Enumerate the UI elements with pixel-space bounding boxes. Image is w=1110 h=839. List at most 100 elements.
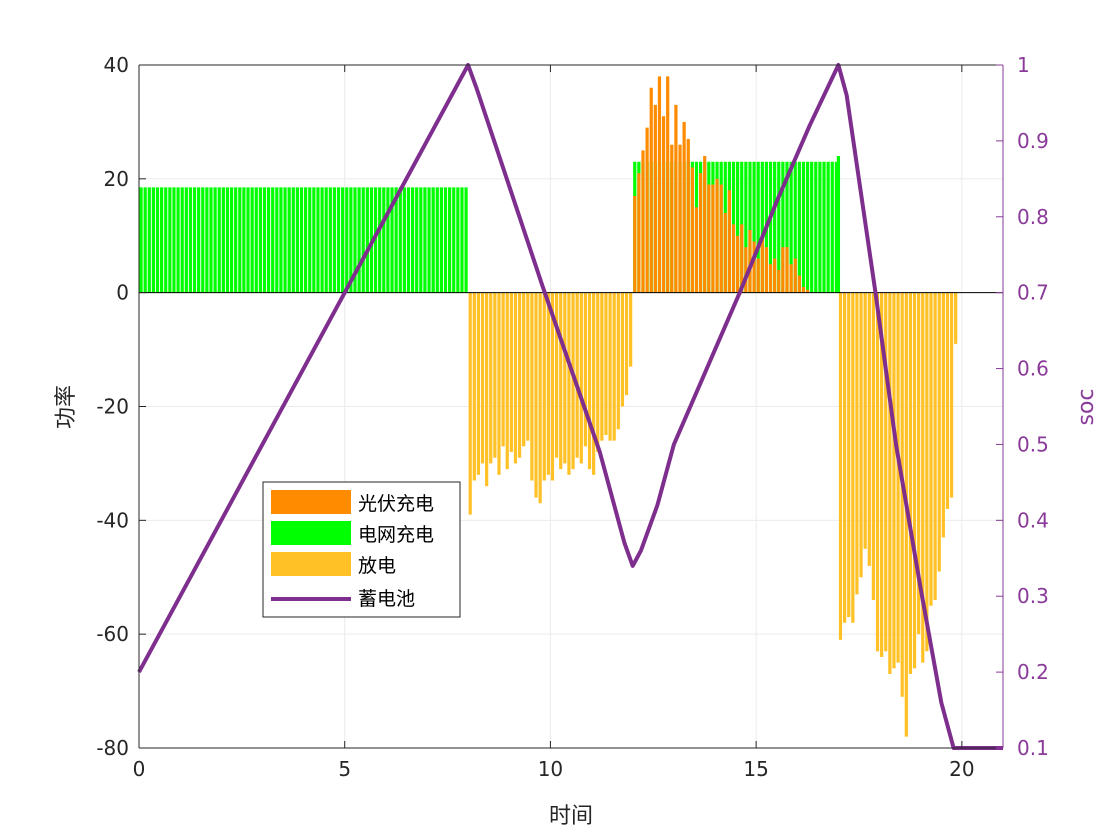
bar-grid-charge [423,187,427,293]
bar-pv-charge [781,247,785,293]
bar-grid-charge [789,161,793,293]
y2-tick-label: 0.9 [1017,129,1049,153]
bar-discharge [550,292,555,481]
bar-discharge [949,292,954,498]
bar-pv-charge [723,212,727,293]
bar-grid-charge [188,187,193,293]
bar-grid-charge [266,187,271,293]
bar-grid-charge [822,161,826,293]
x-tick-label: 0 [133,757,146,781]
bar-discharge [554,292,559,458]
y2-tick-label: 0.2 [1017,660,1049,684]
bar-grid-charge [834,161,838,293]
legend: 光伏充电 电网充电 放电 蓄电池 [262,481,461,618]
bar-discharge [596,292,600,453]
bar-discharge [522,292,526,447]
legend-label-discharge: 放电 [358,555,396,577]
bar-grid-charge [793,161,797,293]
bar-grid-charge [748,161,752,293]
bar-pv-charge [690,167,694,293]
bar-pv-charge [719,184,723,293]
bar-discharge [538,292,542,504]
bar-grid-charge [262,187,267,293]
bar-grid-charge [826,161,830,293]
bar-grid-charge [254,187,258,293]
bar-discharge [929,292,933,606]
bar-discharge [859,292,863,578]
bar-grid-charge [452,187,456,293]
bar-grid-charge [349,187,353,293]
bar-pv-charge [744,247,748,293]
legend-swatch-pv [271,490,351,514]
bar-grid-charge [410,187,415,293]
bar-discharge [912,292,917,669]
bar-grid-charge [192,187,197,293]
x-tick-label: 20 [949,757,974,781]
bar-discharge [892,292,896,669]
bar-grid-charge [176,187,180,293]
bar-grid-charge [209,187,213,293]
bar-pv-charge [633,195,637,293]
bar-grid-charge [443,187,448,293]
bar-grid-charge [810,161,814,293]
bar-grid-charge [308,187,312,293]
x-tick-label: 5 [338,757,351,781]
bar-discharge [933,292,937,601]
bar-grid-charge [279,187,283,293]
bar-pv-charge [777,269,781,293]
bar-discharge [863,292,867,549]
bar-discharge [493,292,497,458]
bar-discharge [880,292,884,657]
bar-discharge [517,292,522,458]
bar-grid-charge [760,161,764,293]
bar-pv-charge [674,104,678,293]
bar-grid-charge [201,187,205,293]
bar-pv-charge [731,224,736,293]
bar-grid-charge [801,161,806,293]
bar-grid-charge [415,187,419,293]
bar-grid-charge [250,187,254,293]
bar-discharge [567,292,571,475]
bar-pv-charge [707,184,711,293]
bar-grid-charge [386,187,390,293]
bar-discharge [489,292,493,464]
bar-grid-charge [151,187,156,293]
bar-discharge [575,292,579,458]
bar-pv-charge [694,207,699,293]
bar-discharge [945,292,950,509]
bar-grid-charge [419,187,423,293]
bar-grid-charge [805,161,810,293]
bar-grid-charge [464,187,468,293]
x-tick-label: 10 [538,757,563,781]
bar-discharge [600,292,604,441]
bar-pv-charge [678,144,682,293]
bar-grid-charge [341,187,345,293]
bar-grid-charge [312,187,316,293]
bar-discharge [583,292,588,447]
bar-grid-charge [324,187,328,293]
x-axis-label: 时间 [549,804,593,829]
bar-pv-charge [797,275,801,293]
bar-discharge [468,292,472,515]
bar-grid-charge [353,187,357,293]
bar-pv-charge [653,104,657,293]
bar-grid-charge [814,161,818,293]
bar-pv-charge [682,121,686,293]
x-tick-label: 15 [743,757,768,781]
bar-discharge [900,292,904,697]
bar-pv-charge [637,173,641,293]
bar-grid-charge [448,187,452,293]
bar-discharge [505,292,509,470]
bar-grid-charge [435,187,439,293]
bar-pv-charge [645,127,649,293]
bar-grid-charge [830,161,834,293]
bar-discharge [896,292,900,663]
bar-pv-charge [748,230,752,293]
bar-discharge [530,292,534,481]
bar-grid-charge [332,187,337,293]
bar-discharge [571,292,575,470]
bar-pv-charge [773,258,777,293]
bar-pv-charge [736,235,740,293]
bar-pv-charge [666,76,670,293]
bar-grid-charge [295,187,300,293]
